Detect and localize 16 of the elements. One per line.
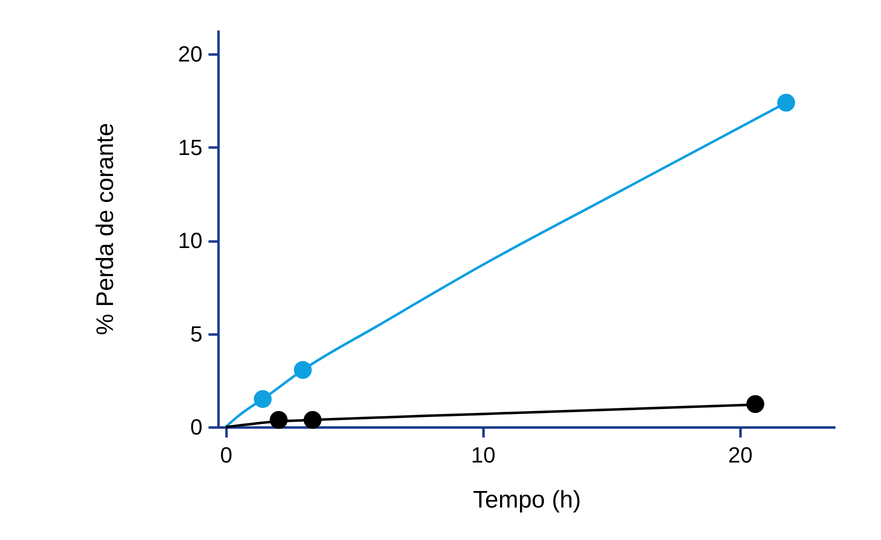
point [294, 361, 312, 379]
point [777, 94, 796, 112]
y-tick-label: 0 [190, 414, 202, 440]
y-tick-label: 10 [178, 228, 202, 254]
point [254, 390, 272, 408]
y-tick-label: 20 [178, 42, 202, 67]
y-tick-label: 15 [178, 134, 202, 160]
point [270, 410, 288, 429]
x-tick-label: 20 [728, 442, 753, 468]
y-axis-title: % Perda de corante [92, 122, 120, 336]
point [746, 395, 764, 413]
point [304, 410, 322, 429]
y-tick-label: 5 [190, 321, 202, 346]
x-tick-label: 10 [471, 442, 496, 468]
x-tick-label: 0 [220, 442, 232, 468]
x-axis-title: Tempo (h) [472, 486, 582, 514]
